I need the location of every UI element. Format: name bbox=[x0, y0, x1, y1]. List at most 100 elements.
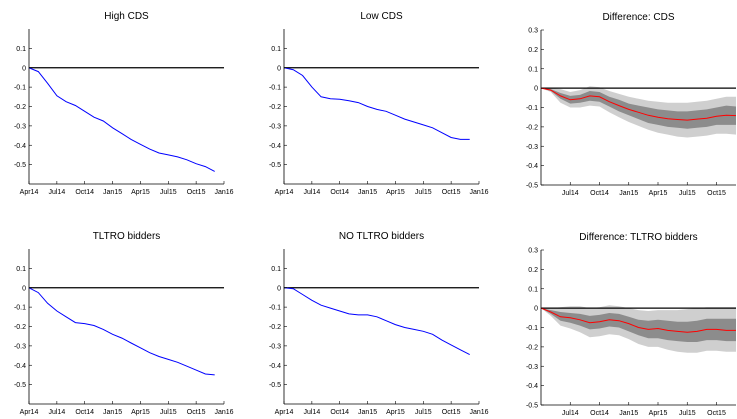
x-tick-label: Apr15 bbox=[386, 189, 405, 196]
x-tick-label: Jan15 bbox=[103, 409, 122, 416]
x-tick-label: Oct14 bbox=[330, 409, 349, 416]
plot-area bbox=[284, 67, 479, 140]
y-tick-label: 0 bbox=[534, 86, 538, 93]
y-tick-label: -0.5 bbox=[269, 382, 281, 389]
chart-title: TLTRO bidders bbox=[93, 231, 161, 242]
x-tick-label: Jul14 bbox=[562, 410, 579, 417]
y-tick-label: -0.4 bbox=[14, 363, 26, 370]
y-tick-label: -0.5 bbox=[14, 162, 26, 169]
plot-area bbox=[284, 287, 479, 356]
y-tick-label: -0.3 bbox=[526, 144, 538, 151]
x-tick-label: Jul15 bbox=[679, 190, 696, 197]
y-tick-label: -0.2 bbox=[526, 344, 538, 351]
y-tick-label: 0.1 bbox=[528, 286, 538, 293]
x-tick-label: Apr15 bbox=[386, 409, 405, 416]
y-tick-label: -0.5 bbox=[269, 162, 281, 169]
x-tick-label: Oct15 bbox=[187, 189, 206, 196]
x-tick-label: Jul14 bbox=[48, 409, 65, 416]
x-tick-label: Jul15 bbox=[160, 189, 177, 196]
y-tick-label: 0.2 bbox=[528, 267, 538, 274]
y-tick-label: 0.1 bbox=[528, 66, 538, 73]
y-tick-label: -0.2 bbox=[14, 104, 26, 111]
plot-area bbox=[541, 86, 736, 138]
x-tick-label: Jul15 bbox=[415, 189, 432, 196]
y-tick-label: 0 bbox=[22, 65, 26, 72]
y-tick-label: 0.1 bbox=[16, 46, 26, 53]
x-tick-label: Jul14 bbox=[562, 190, 579, 197]
y-tick-label: -0.3 bbox=[14, 123, 26, 130]
y-tick-label: -0.4 bbox=[526, 163, 538, 170]
x-tick-label: Jan16 bbox=[214, 409, 233, 416]
series-line bbox=[29, 67, 215, 172]
y-tick-label: -0.5 bbox=[14, 382, 26, 389]
x-tick-label: Apr14 bbox=[20, 409, 39, 416]
y-tick-label: 0.2 bbox=[528, 47, 538, 54]
chart-panel-5: NO TLTRO bidders 0.1 0 -0.1 -0.2 -0.3 -0.4 -0.5… bbox=[269, 231, 489, 416]
y-tick-label: -0.2 bbox=[269, 324, 281, 331]
y-tick-label: -0.4 bbox=[269, 143, 281, 150]
y-tick-label: -0.5 bbox=[526, 183, 538, 190]
x-tick-label: Apr15 bbox=[131, 409, 150, 416]
y-tick-label: 0.3 bbox=[528, 28, 538, 35]
y-tick-label: -0.1 bbox=[269, 85, 281, 92]
x-tick-label: Jul14 bbox=[303, 409, 320, 416]
x-tick-label: Jul14 bbox=[303, 189, 320, 196]
plot-area bbox=[541, 305, 736, 353]
series-line bbox=[29, 287, 215, 376]
x-tick-label: Apr15 bbox=[131, 189, 150, 196]
y-tick-label: 0 bbox=[534, 306, 538, 313]
series-line bbox=[284, 67, 470, 140]
chart-title: High CDS bbox=[104, 11, 149, 22]
y-tick-label: -0.3 bbox=[269, 343, 281, 350]
x-tick-label: Apr15 bbox=[649, 190, 668, 197]
plot-area bbox=[29, 67, 224, 172]
series-line bbox=[284, 287, 470, 356]
x-tick-label: Jul15 bbox=[679, 410, 696, 417]
x-tick-label: Oct15 bbox=[707, 190, 726, 197]
plot-area bbox=[29, 287, 224, 376]
y-tick-label: -0.4 bbox=[526, 383, 538, 390]
x-tick-label: Apr14 bbox=[275, 409, 294, 416]
y-tick-label: -0.2 bbox=[14, 324, 26, 331]
y-tick-label: -0.3 bbox=[269, 123, 281, 130]
x-tick-label: Jul15 bbox=[415, 409, 432, 416]
y-tick-label: -0.2 bbox=[269, 104, 281, 111]
y-tick-label: -0.1 bbox=[269, 305, 281, 312]
x-tick-label: Oct14 bbox=[590, 410, 609, 417]
y-tick-label: 0 bbox=[277, 285, 281, 292]
x-tick-label: Jan15 bbox=[358, 189, 377, 196]
y-tick-label: 0 bbox=[277, 65, 281, 72]
y-tick-label: -0.1 bbox=[526, 105, 538, 112]
x-tick-label: Apr14 bbox=[275, 189, 294, 196]
chart-panel-1: High CDS 0.1 0 -0.1 -0.2 -0.3 -0.4 -0.5 Apr14 Jul… bbox=[14, 11, 234, 196]
y-tick-label: -0.5 bbox=[526, 403, 538, 410]
y-tick-label: -0.1 bbox=[14, 85, 26, 92]
x-tick-label: Jan15 bbox=[619, 410, 638, 417]
y-tick-label: -0.2 bbox=[526, 124, 538, 131]
x-tick-label: Oct14 bbox=[330, 189, 349, 196]
chart-title: Difference: TLTRO bidders bbox=[579, 232, 697, 243]
series-line bbox=[541, 87, 736, 121]
x-tick-label: Jul15 bbox=[160, 409, 177, 416]
x-tick-label: Oct14 bbox=[75, 409, 94, 416]
x-tick-label: Apr15 bbox=[649, 410, 668, 417]
confidence-band-inner bbox=[541, 88, 736, 129]
y-tick-label: -0.1 bbox=[526, 325, 538, 332]
x-tick-label: Oct14 bbox=[75, 189, 94, 196]
x-tick-label: Jan16 bbox=[469, 409, 488, 416]
x-tick-label: Jan16 bbox=[469, 189, 488, 196]
chart-panel-6: Difference: TLTRO bidders 0.3 0.2 0.1 0 -0.1 -… bbox=[526, 232, 736, 417]
chart-panel-3: Difference: CDS 0.3 0.2 0.1 0 -0.1 -0.2 -0.3 -0.… bbox=[526, 12, 736, 197]
chart-panel-2: Low CDS 0.1 0 -0.1 -0.2 -0.3 -0.4 -0.5 Apr14 Jul1… bbox=[269, 11, 489, 196]
chart-title: NO TLTRO bidders bbox=[339, 231, 424, 242]
y-tick-label: -0.3 bbox=[526, 364, 538, 371]
y-tick-label: 0.3 bbox=[528, 248, 538, 255]
y-tick-label: 0 bbox=[22, 285, 26, 292]
y-tick-label: -0.4 bbox=[14, 143, 26, 150]
y-tick-label: -0.4 bbox=[269, 363, 281, 370]
x-tick-label: Oct15 bbox=[187, 409, 206, 416]
x-tick-label: Jan15 bbox=[619, 190, 638, 197]
x-tick-label: Jan16 bbox=[214, 189, 233, 196]
x-tick-label: Oct15 bbox=[442, 409, 461, 416]
